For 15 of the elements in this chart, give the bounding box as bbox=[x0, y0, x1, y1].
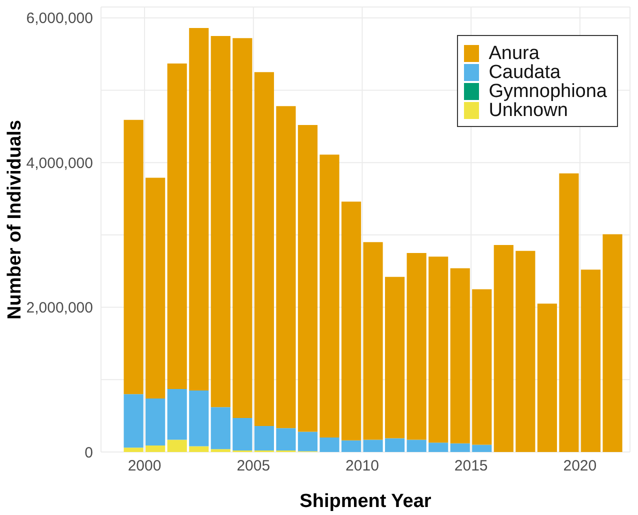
y-axis-title: Number of Individuals bbox=[4, 120, 26, 320]
legend-label: Gymnophiona bbox=[488, 81, 607, 102]
x-tick-label: 2020 bbox=[563, 458, 597, 475]
legend-label: Anura bbox=[488, 43, 540, 64]
x-axis-title: Shipment Year bbox=[300, 491, 432, 512]
y-tick-label: 6,000,000 bbox=[26, 10, 93, 28]
legend-label: Caudata bbox=[488, 62, 561, 83]
y-tick-label: 2,000,000 bbox=[26, 300, 93, 317]
legend-label: Unknown bbox=[488, 100, 568, 121]
x-tick-label: 2015 bbox=[454, 458, 488, 475]
x-tick-label: 2005 bbox=[236, 458, 270, 475]
y-tick-label: 4,000,000 bbox=[26, 154, 93, 172]
x-tick-label: 2010 bbox=[346, 458, 379, 475]
y-tick-label: 0 bbox=[84, 444, 93, 462]
x-tick-label: 2000 bbox=[128, 458, 162, 475]
